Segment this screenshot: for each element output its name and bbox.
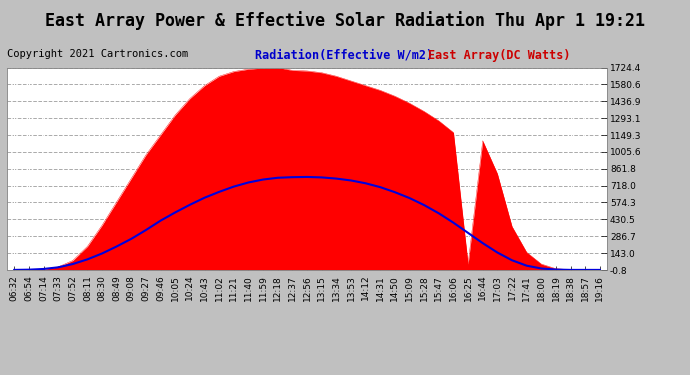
Text: Copyright 2021 Cartronics.com: Copyright 2021 Cartronics.com (7, 49, 188, 59)
Text: East Array(DC Watts): East Array(DC Watts) (428, 49, 571, 62)
Text: Radiation(Effective W/m2): Radiation(Effective W/m2) (255, 49, 433, 62)
Text: East Array Power & Effective Solar Radiation Thu Apr 1 19:21: East Array Power & Effective Solar Radia… (45, 11, 645, 30)
